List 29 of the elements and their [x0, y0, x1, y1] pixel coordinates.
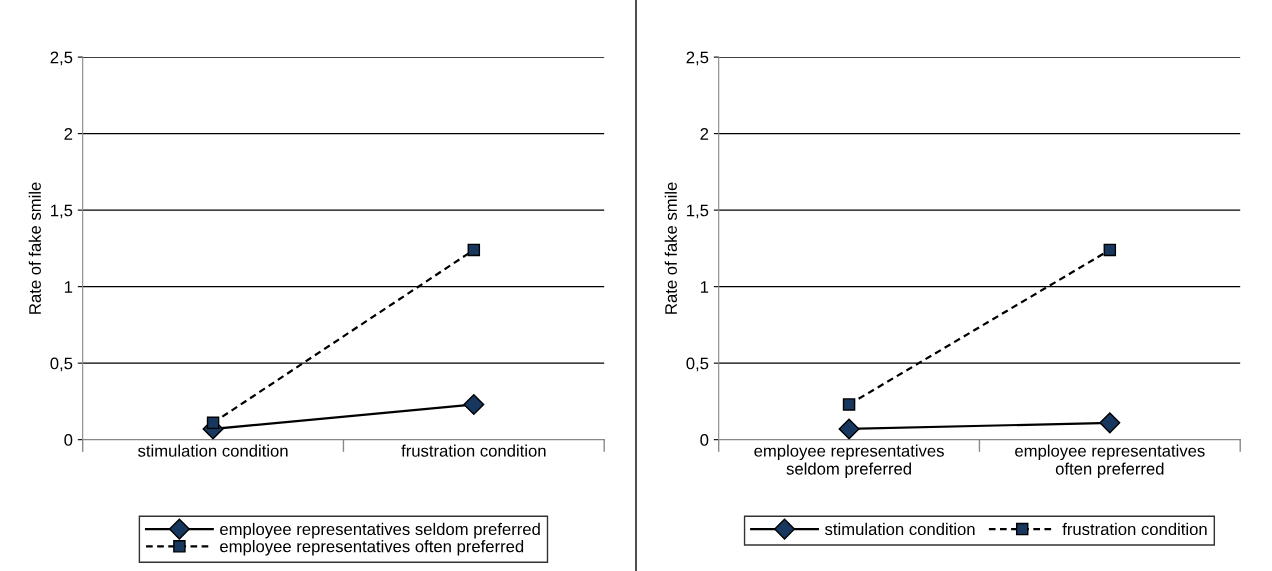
y-tick-label: 2 — [700, 128, 709, 140]
y-tick-label: 1,5 — [51, 204, 73, 219]
x-tick-label: employee representatives seldom preferred — [754, 444, 944, 479]
x-tick-label: employee representatives often preferred — [1015, 444, 1205, 479]
point — [838, 418, 860, 440]
y-tick-label: 2,5 — [686, 51, 709, 66]
point — [463, 393, 485, 415]
x-tick-label: stimulation condition — [138, 444, 288, 457]
y-tick-label: 1 — [700, 281, 709, 293]
point — [842, 398, 856, 411]
point — [467, 243, 481, 257]
legend-label: frustration condition — [1062, 522, 1207, 536]
y-tick-label: 2 — [64, 128, 73, 140]
y-tick-label: 2,5 — [50, 51, 73, 66]
y-tick-label: 0,5 — [50, 357, 73, 372]
legend-label: employee representatives often preferred — [220, 540, 524, 556]
y-tick-label: 1,5 — [687, 204, 709, 219]
point — [1103, 243, 1117, 257]
y-tick-label: 0 — [700, 434, 709, 446]
point — [1099, 412, 1121, 434]
y-axis-title: Rate of fake smile — [664, 182, 677, 314]
legend-label: stimulation condition — [825, 522, 975, 536]
y-tick-label: 1 — [64, 281, 73, 293]
y-axis-title: Rate of fake smile — [28, 182, 41, 314]
x-tick-label: frustration condition — [401, 444, 546, 457]
legend-label: employee representatives seldom preferred — [220, 522, 540, 539]
point — [206, 416, 220, 430]
y-tick-label: 0 — [64, 434, 73, 446]
y-tick-label: 0,5 — [686, 357, 709, 372]
